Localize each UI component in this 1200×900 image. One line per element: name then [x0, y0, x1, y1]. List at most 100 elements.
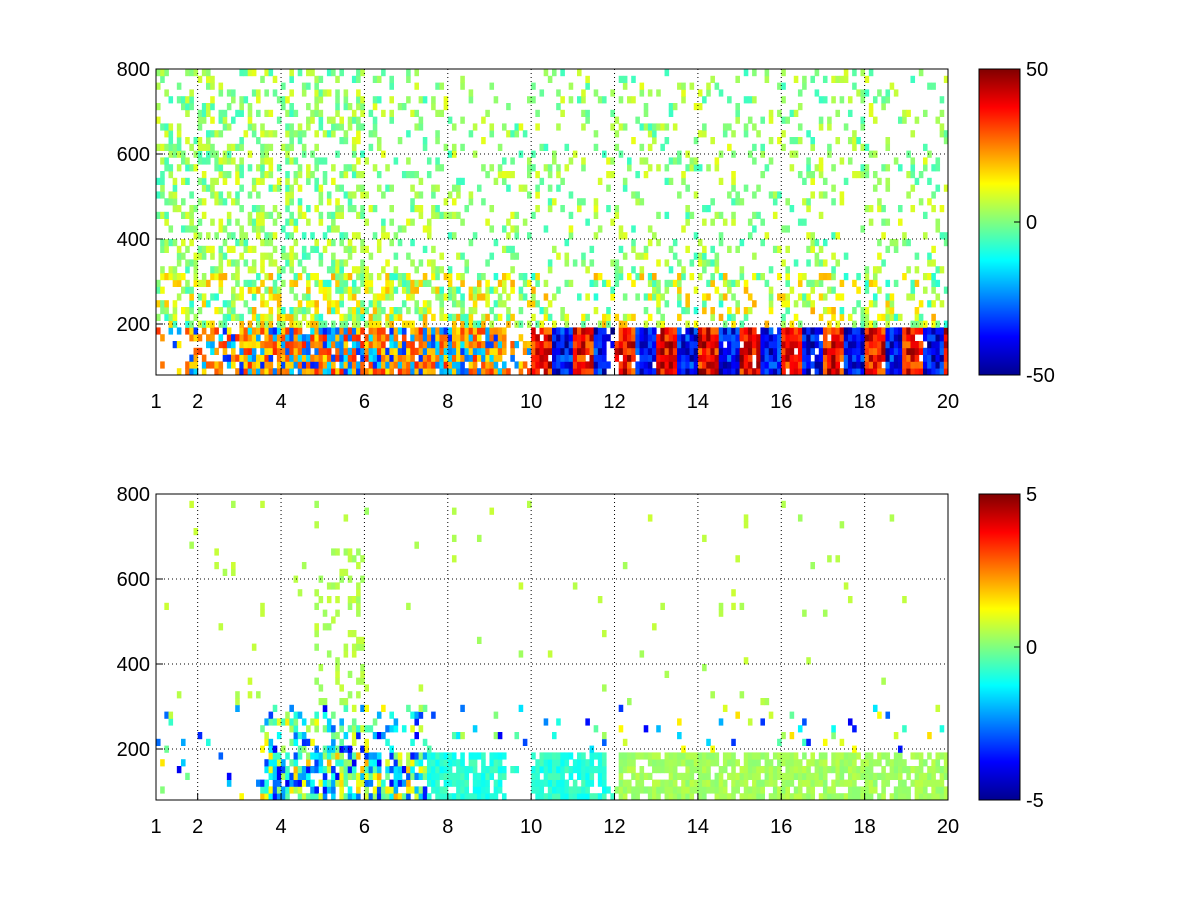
heatmap-cell	[672, 772, 678, 780]
heatmap-cell	[893, 732, 899, 740]
heatmap-cell	[197, 279, 203, 287]
heatmap-cell	[239, 293, 244, 301]
heatmap-cell	[922, 143, 928, 151]
heatmap-cell	[897, 786, 903, 794]
heatmap-cell	[168, 150, 174, 158]
heatmap-cell	[943, 334, 949, 342]
heatmap-cell	[210, 218, 215, 226]
heatmap-cell	[677, 334, 682, 342]
heatmap-cell	[351, 116, 357, 124]
heatmap-cell	[743, 786, 749, 794]
heatmap-cell	[481, 786, 486, 794]
heatmap-cell	[260, 300, 265, 308]
heatmap-cell	[672, 354, 678, 362]
heatmap-cell	[451, 341, 457, 349]
heatmap-cell	[314, 103, 319, 111]
heatmap-cell	[839, 327, 845, 335]
heatmap-cell	[356, 732, 361, 740]
heatmap-cell	[272, 704, 278, 712]
heatmap-cell	[877, 772, 882, 780]
heatmap-cell	[335, 205, 340, 213]
heatmap-cell	[743, 184, 749, 192]
heatmap-cell	[289, 103, 294, 111]
heatmap-cell	[685, 793, 690, 801]
heatmap-cell	[243, 232, 249, 240]
heatmap-cell	[256, 109, 261, 117]
heatmap-cell	[422, 143, 428, 151]
heatmap-cell	[289, 130, 294, 138]
heatmap-cell	[685, 205, 690, 213]
heatmap-cell	[443, 341, 449, 349]
heatmap-cell	[285, 96, 290, 104]
heatmap-cell	[714, 779, 720, 787]
heatmap-cell	[781, 300, 786, 308]
heatmap-cell	[589, 759, 595, 767]
heatmap-cell	[281, 354, 286, 362]
heatmap-cell	[231, 116, 236, 124]
heatmap-cell	[272, 745, 278, 753]
heatmap-cell	[393, 273, 399, 281]
heatmap-cell	[697, 273, 703, 281]
heatmap-cell	[360, 313, 365, 321]
heatmap-cell	[197, 75, 203, 83]
heatmap-cell	[431, 286, 436, 294]
x-tick-label: 10	[520, 391, 542, 413]
heatmap-cell	[768, 759, 774, 767]
heatmap-cell	[493, 327, 499, 335]
heatmap-cell	[760, 368, 765, 376]
heatmap-cell	[764, 341, 770, 349]
heatmap-cell	[422, 341, 428, 349]
heatmap-cell	[922, 361, 928, 369]
heatmap-cell	[814, 759, 820, 767]
heatmap-cell	[897, 766, 903, 774]
heatmap-cell	[752, 759, 757, 767]
heatmap-cell	[381, 218, 386, 226]
heatmap-cell	[714, 327, 720, 335]
heatmap-cell	[518, 334, 524, 342]
heatmap-cell	[531, 293, 536, 301]
heatmap-cell	[318, 211, 324, 219]
heatmap-cell	[864, 361, 870, 369]
heatmap-cell	[464, 313, 470, 321]
heatmap-cell	[422, 772, 428, 780]
heatmap-cell	[839, 521, 845, 529]
heatmap-cell	[543, 341, 549, 349]
heatmap-cell	[860, 341, 866, 349]
heatmap-cell	[435, 130, 440, 138]
heatmap-cell	[422, 766, 428, 774]
heatmap-cell	[501, 157, 507, 165]
heatmap-cell	[822, 793, 828, 801]
heatmap-cell	[339, 327, 344, 335]
heatmap-cell	[939, 109, 945, 117]
heatmap-cell	[797, 341, 803, 349]
heatmap-cell	[689, 157, 695, 165]
heatmap-cell	[714, 752, 720, 760]
heatmap-cell	[260, 150, 265, 158]
heatmap-cell	[547, 75, 553, 83]
heatmap-cell	[539, 759, 545, 767]
heatmap-cell	[206, 184, 211, 192]
heatmap-cell	[685, 211, 690, 219]
heatmap-cell	[485, 313, 490, 321]
heatmap-cell	[481, 793, 486, 801]
heatmap-cell	[335, 103, 340, 111]
heatmap-cell	[656, 354, 661, 362]
heatmap-cell	[618, 334, 624, 342]
heatmap-cell	[193, 279, 199, 287]
heatmap-cell	[731, 341, 736, 349]
heatmap-cell	[210, 252, 215, 260]
heatmap-cell	[710, 259, 715, 267]
heatmap-cell	[843, 252, 849, 260]
heatmap-cell	[206, 232, 211, 240]
heatmap-cell	[176, 137, 182, 145]
heatmap-cell	[722, 368, 728, 376]
heatmap-cell	[556, 327, 561, 335]
heatmap-cell	[185, 225, 190, 233]
heatmap-cell	[743, 354, 749, 362]
heatmap-cell	[264, 732, 269, 740]
heatmap-cell	[747, 327, 753, 335]
heatmap-cell	[927, 334, 932, 342]
heatmap-cell	[714, 164, 720, 172]
heatmap-cell	[722, 334, 728, 342]
heatmap-cell	[777, 772, 782, 780]
